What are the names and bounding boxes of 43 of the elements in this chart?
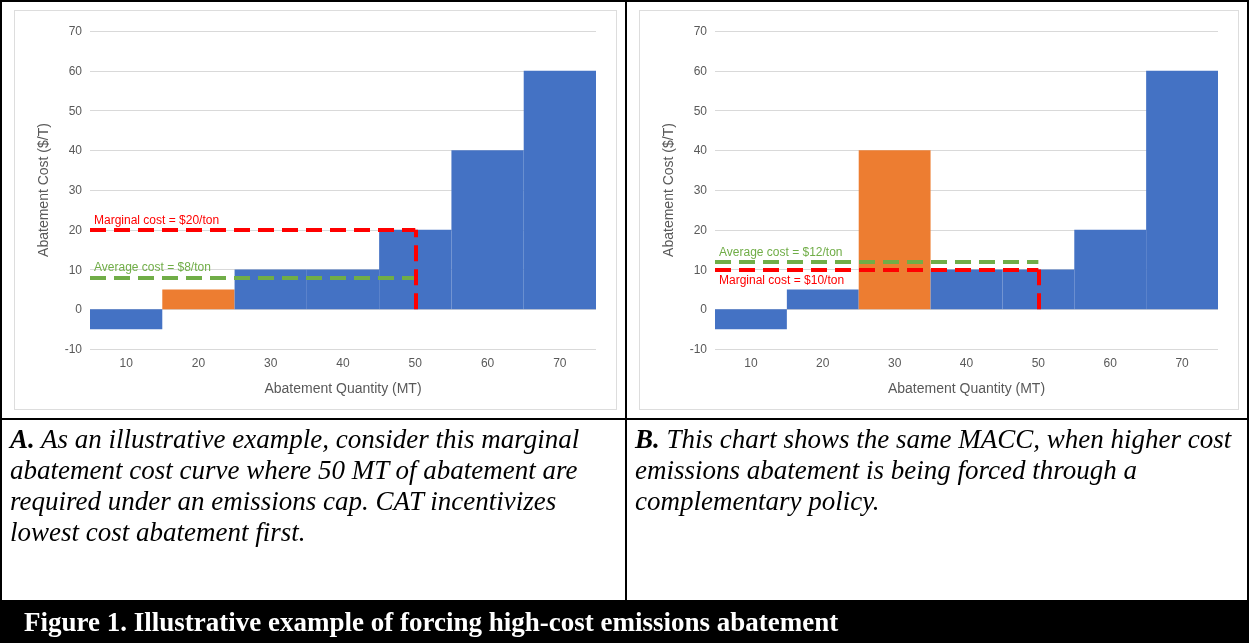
y-tick-label: 40 <box>68 143 83 158</box>
caption: Figure 1. Illustrative example of forcing high-cost emissions abatement <box>0 602 1249 643</box>
ref-line-label: Average cost = $12/ton <box>719 244 843 259</box>
y-tick-label: 60 <box>68 63 83 78</box>
x-tick-label: 20 <box>191 356 206 370</box>
x-tick-label: 30 <box>887 356 902 370</box>
x-tick-label: 10 <box>744 356 758 370</box>
ref-line-label: Marginal cost = $20/ton <box>94 212 220 227</box>
y-tick-label: 10 <box>693 262 708 277</box>
y-tick-label: 0 <box>700 302 708 317</box>
text: B. This chart shows the same MACC, when higher cost emissions abatement is being forced through a complementary policy. <box>625 420 1249 602</box>
y-tick-label: 40 <box>693 143 708 158</box>
y-tick-label: 50 <box>693 103 708 118</box>
text: A. As an illustrative example, consider this marginal abatement cost curve where 50 MT of abatement are required under an emissions cap. CAT incentivizes lowest cost abatement first. <box>0 420 627 602</box>
ref-line-label: Marginal cost = $10/ton <box>719 272 845 287</box>
y-axis-title: Abatement Cost ($/T) <box>35 123 51 257</box>
x-tick-label: 50 <box>1031 356 1046 370</box>
x-tick-label: 70 <box>1175 356 1190 370</box>
y-axis-title: Abatement Cost ($/T) <box>660 123 676 257</box>
y-tick-label: 70 <box>693 24 708 38</box>
y-tick-label: 20 <box>693 222 708 237</box>
y-tick-label: -10 <box>64 342 83 356</box>
x-tick-label: 20 <box>816 356 830 370</box>
y-tick-label: 10 <box>68 262 83 277</box>
x-tick-label: 60 <box>480 356 495 370</box>
y-tick-label: 0 <box>75 302 83 317</box>
x-tick-label: 40 <box>959 356 974 370</box>
y-tick-label: 60 <box>693 63 708 78</box>
x-tick-label: 60 <box>1103 356 1118 370</box>
ref-line-label: Average cost = $8/ton <box>94 260 211 275</box>
x-tick-label: 40 <box>336 356 350 370</box>
x-tick-label: 70 <box>553 356 567 370</box>
y-tick-label: 30 <box>693 183 708 197</box>
y-tick-label: 50 <box>68 103 83 118</box>
x-axis-title: Abatement Quantity (MT) <box>264 380 422 396</box>
x-tick-label: 50 <box>408 356 423 370</box>
x-axis-title: Abatement Quantity (MT) <box>887 380 1046 396</box>
y-tick-label: 30 <box>68 183 83 197</box>
x-tick-label: 30 <box>264 356 278 370</box>
x-tick-label: 10 <box>119 356 134 370</box>
y-tick-label: -10 <box>689 342 708 356</box>
y-tick-label: 70 <box>68 24 83 38</box>
y-tick-label: 20 <box>68 222 83 237</box>
